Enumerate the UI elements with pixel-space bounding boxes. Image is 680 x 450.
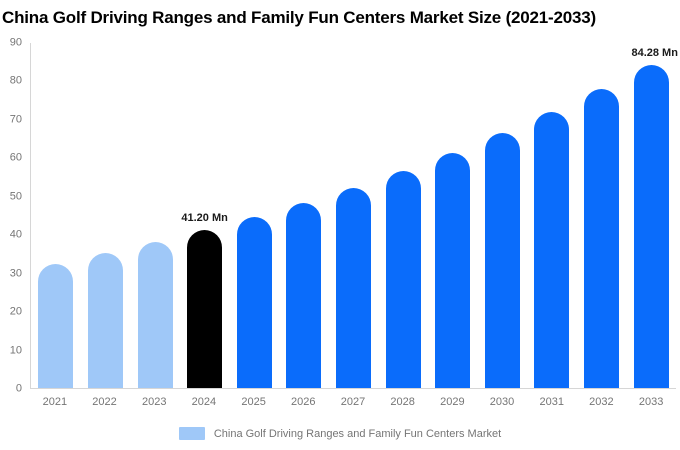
bar-slot <box>329 43 379 388</box>
bar-slot <box>577 43 627 388</box>
y-tick-label: 30 <box>9 267 22 280</box>
bar-slot <box>378 43 428 388</box>
bar-slot: 84.28 Mn <box>626 43 678 388</box>
bar-slot: 41.20 Mn <box>180 43 230 388</box>
x-tick-label: 2027 <box>340 396 366 408</box>
plot-area: 41.20 Mn 84.28 Mn <box>30 43 678 389</box>
x-tick-label: 2028 <box>390 396 415 408</box>
bars-row: 41.20 Mn 84.28 Mn <box>31 43 678 388</box>
y-tick-label: 50 <box>9 190 22 203</box>
bar-2024 <box>187 230 223 388</box>
y-tick-label: 0 <box>15 382 22 395</box>
bar-2032 <box>584 89 619 388</box>
bar-slot <box>527 43 577 388</box>
bar-slot <box>428 43 478 388</box>
x-tick-label: 2022 <box>92 396 117 408</box>
y-tick-label: 10 <box>9 344 22 357</box>
x-tick-label: 2030 <box>489 396 515 408</box>
y-tick-label: 20 <box>9 305 22 318</box>
y-tick-label: 70 <box>9 113 22 126</box>
bar-value-label: 41.20 Mn <box>181 212 228 225</box>
x-tick-label: 2025 <box>241 396 266 408</box>
legend-label: China Golf Driving Ranges and Family Fun… <box>213 427 502 440</box>
x-tick-label: 2032 <box>589 396 614 408</box>
bar-2025 <box>236 217 272 388</box>
chart-title: China Golf Driving Ranges and Family Fun… <box>2 8 596 27</box>
x-tick-label: 2031 <box>539 396 564 408</box>
bar-slot <box>229 43 279 388</box>
x-tick-label: 2026 <box>291 396 316 408</box>
x-tick-label: 2023 <box>141 396 167 408</box>
y-tick-label: 40 <box>9 228 22 241</box>
bar-slot <box>130 43 180 388</box>
bar-2028 <box>385 171 421 388</box>
x-axis-labels: 2021 2022 2023 2024 2025 2026 2027 2028 2029 2030… <box>30 396 676 408</box>
y-tick-label: 90 <box>9 36 22 49</box>
x-tick-label: 2021 <box>42 396 68 408</box>
x-tick-label: 2029 <box>440 396 465 408</box>
bar-slot <box>279 43 329 388</box>
bar-2027 <box>335 187 371 388</box>
bar-2022 <box>87 253 123 388</box>
bar-value-label: 84.28 Mn <box>631 46 678 59</box>
y-tick-label: 60 <box>9 151 22 164</box>
bar-2021 <box>38 263 74 388</box>
legend-swatch <box>178 427 205 440</box>
bar-slot <box>81 43 131 388</box>
bar-slot <box>477 43 527 388</box>
x-tick-label: 2033 <box>638 396 664 408</box>
y-axis: 0 10 20 30 40 50 60 70 80 90 <box>0 37 24 394</box>
bar-slot <box>31 43 81 388</box>
y-tick-label: 80 <box>9 74 22 87</box>
x-tick-label: 2024 <box>191 396 217 408</box>
bar-2026 <box>286 202 322 388</box>
bar-2030 <box>484 133 520 388</box>
bar-2031 <box>534 112 570 388</box>
legend: China Golf Driving Ranges and Family Fun… <box>0 427 680 440</box>
bar-2033 <box>633 64 669 388</box>
bar-2029 <box>435 153 471 388</box>
bar-2023 <box>137 241 173 388</box>
